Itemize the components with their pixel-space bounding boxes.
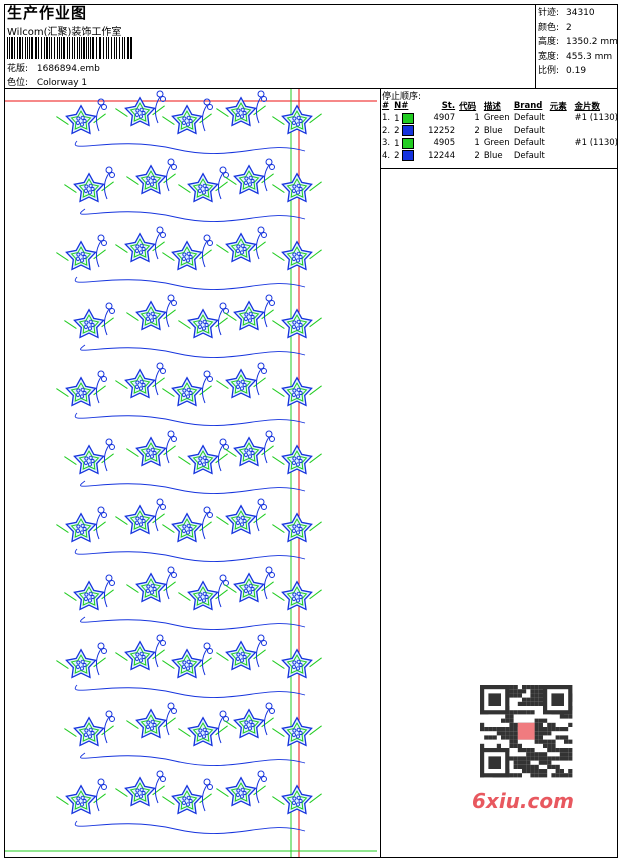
colorway-value: Colorway 1 (36, 78, 88, 88)
row-index: 3. (382, 138, 391, 149)
row-element (548, 150, 573, 163)
col-needle: N# (394, 101, 409, 111)
row-sequins: #1 (1130) (574, 113, 619, 124)
preview-divider (380, 88, 381, 858)
row-needle: 1 (392, 112, 423, 125)
spec-stitches: 针迹: 34310 (538, 8, 595, 18)
row-code: 2 (474, 150, 480, 161)
row-stitches: 12252 (428, 125, 456, 136)
spec-height: 高度: 1350.2 mm (538, 37, 618, 47)
stop-sequence-table: # N# St. 代码 描述 Brand 元素 金片数 1. 1 4907 1 Gre… (380, 100, 620, 162)
design-file-value: 1686894.emb (36, 64, 100, 74)
header-divider (4, 88, 618, 89)
embroidery-preview (5, 89, 377, 857)
table-row: 1. 1 4907 1 Green Default #1 (1130) (380, 112, 620, 125)
row-description: Green (483, 113, 510, 124)
studio-name: Wilcom(汇聚)装饰工作室 (7, 27, 122, 38)
row-code: 2 (474, 125, 480, 136)
col-description: 描述 (483, 102, 501, 112)
table-row: 4. 2 12244 2 Blue Default (380, 150, 620, 163)
colorway-label: 色位: (7, 78, 29, 88)
qr-code-icon (470, 681, 586, 781)
row-description: Blue (483, 150, 503, 161)
col-code: 代码 (459, 102, 477, 112)
color-swatch (402, 150, 415, 162)
col-sequins: 金片数 (574, 102, 600, 112)
row-sequins (572, 150, 620, 163)
table-header-row: # N# St. 代码 描述 Brand 元素 金片数 (380, 100, 620, 112)
table-row: 2. 2 12252 2 Blue Default (380, 125, 620, 138)
row-brand: Default (513, 113, 545, 124)
design-file-row: 花版: 1686894.emb (7, 61, 100, 74)
color-swatch (402, 137, 415, 149)
colorway-row: 色位: Colorway 1 (7, 75, 87, 88)
row-brand: Default (513, 125, 545, 136)
table-row: 3. 1 4905 1 Green Default #1 (1130) (380, 137, 620, 150)
spec-list: 针迹: 34310 颜色: 2 高度: 1350.2 mm 宽度: 455.3 mm 比… (538, 6, 618, 79)
spec-width: 宽度: 455.3 mm (538, 51, 613, 62)
spec-divider (535, 4, 536, 89)
color-swatch (402, 125, 415, 137)
col-stitches: St. (441, 101, 456, 111)
row-index: 1. (382, 113, 391, 124)
row-brand: Default (513, 138, 545, 149)
stop-sequence-title: 停止顺序: (382, 92, 422, 102)
row-needle: 2 (392, 150, 423, 163)
row-element (548, 137, 573, 150)
site-logo-text: 6xiu.com (472, 789, 574, 813)
page-title: 生产作业图 (7, 4, 88, 22)
col-index: # (382, 101, 390, 111)
row-stitches: 12244 (428, 150, 456, 161)
spec-scale: 比例: 0.19 (538, 66, 587, 76)
row-brand: Default (513, 150, 545, 161)
row-code: 1 (474, 113, 480, 124)
row-index: 4. (382, 150, 391, 161)
row-stitches: 4907 (433, 113, 456, 124)
design-label: 花版: (7, 64, 29, 74)
sheet-frame (4, 4, 618, 858)
row-element (548, 125, 573, 138)
row-stitches: 4905 (433, 138, 456, 149)
row-sequins: #1 (1130) (574, 138, 619, 149)
row-index: 2. (382, 125, 391, 136)
col-element: 元素 (549, 102, 567, 112)
row-description: Blue (483, 125, 503, 136)
table-divider (380, 168, 618, 169)
row-sequins (572, 125, 620, 138)
row-needle: 1 (392, 137, 423, 150)
row-needle: 2 (392, 125, 423, 138)
spec-colors: 颜色: 2 (538, 22, 572, 33)
row-code: 1 (474, 138, 480, 149)
col-brand: Brand (513, 101, 543, 111)
row-element (548, 112, 573, 125)
barcode-icon (7, 37, 132, 59)
row-description: Green (483, 138, 510, 149)
color-swatch (402, 112, 415, 124)
